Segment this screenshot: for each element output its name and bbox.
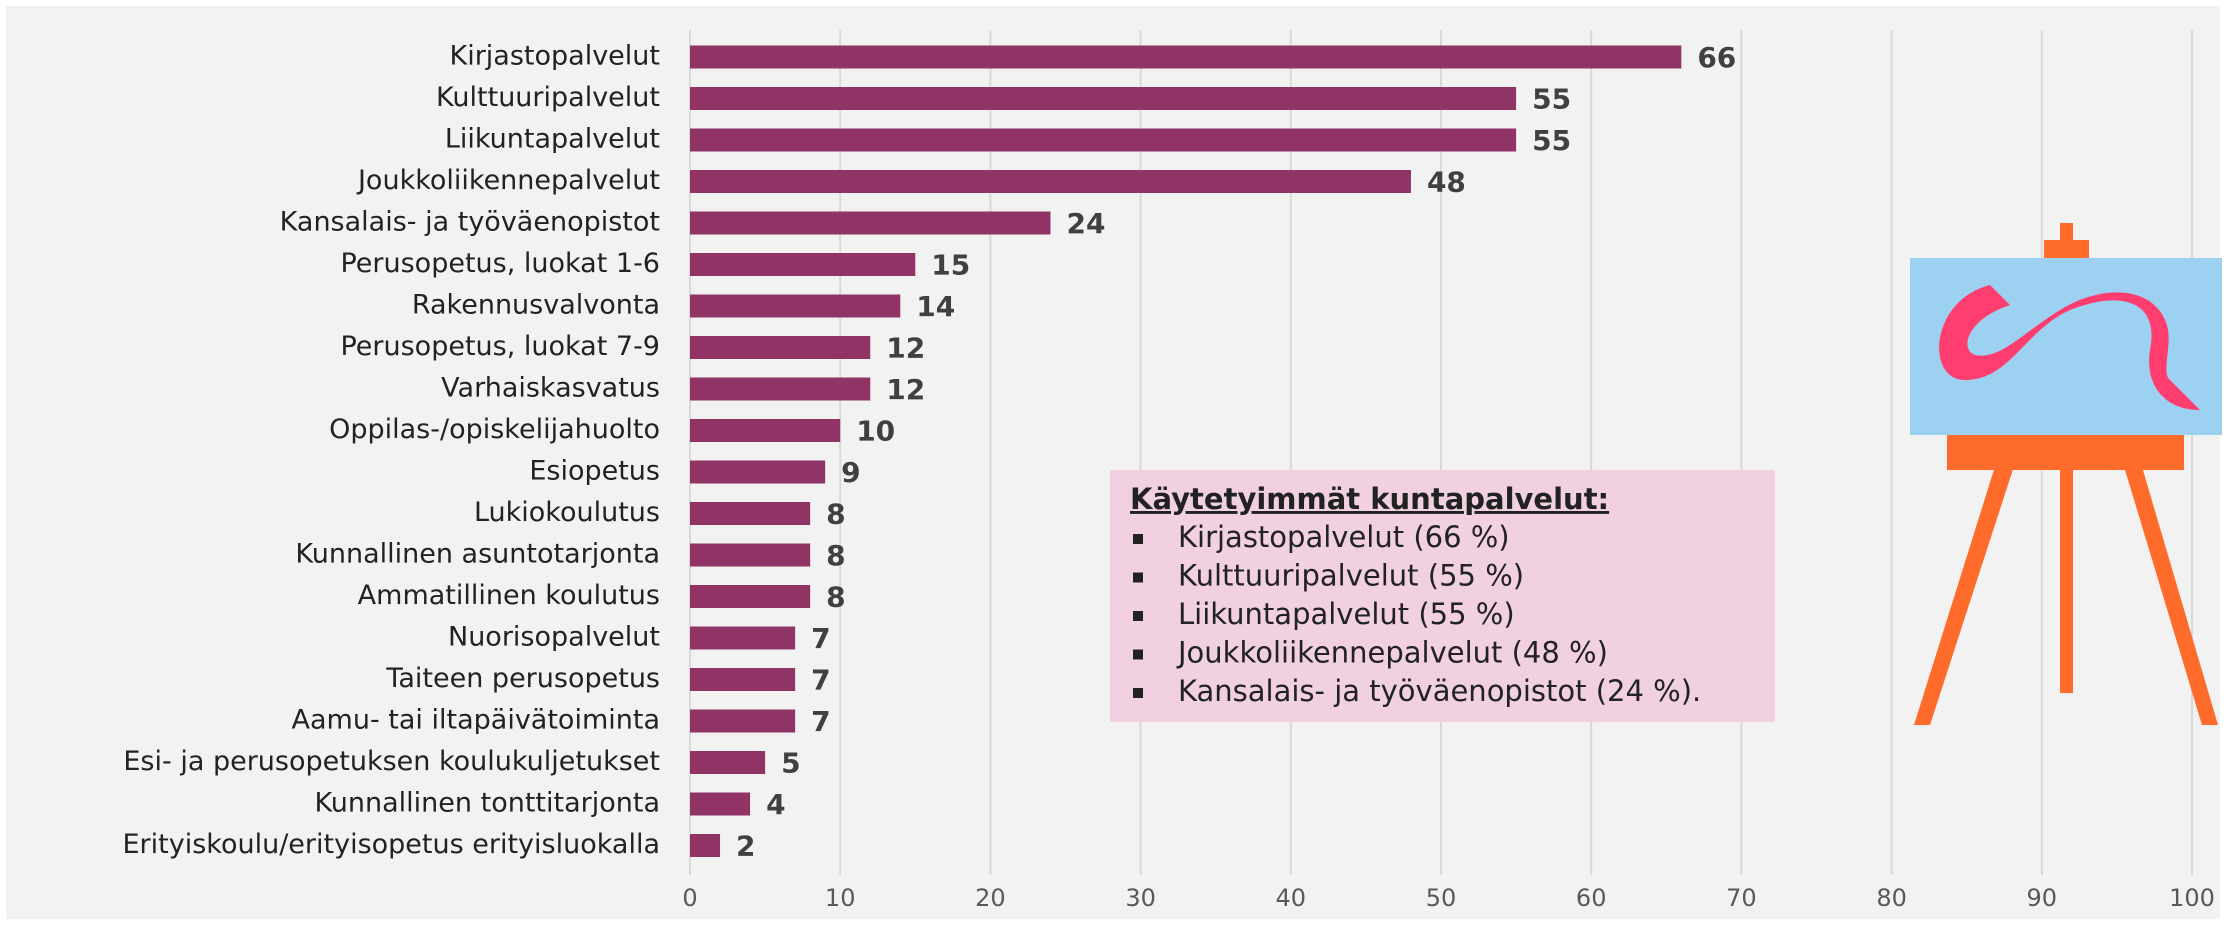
value-label: 14 <box>916 290 955 323</box>
value-label: 55 <box>1532 124 1571 157</box>
x-tick-label: 70 <box>1726 884 1757 912</box>
bullet <box>1133 573 1143 583</box>
y-tick-label: Perusopetus, luokat 7-9 <box>340 331 660 362</box>
x-tick-label: 100 <box>2169 884 2215 912</box>
value-label: 8 <box>826 498 845 531</box>
annotation-item: Joukkoliikennepalvelut (48 %) <box>1176 636 1608 670</box>
value-label: 24 <box>1066 207 1105 240</box>
y-tick-label: Varhaiskasvatus <box>441 373 660 404</box>
y-tick-label: Esiopetus <box>529 456 660 487</box>
annotation-item: Kulttuuripalvelut (55 %) <box>1178 559 1524 593</box>
x-tick-label: 10 <box>825 884 856 912</box>
y-tick-label: Liikuntapalvelut <box>445 124 660 155</box>
annotation-title: Käytetyimmät kuntapalvelut: <box>1130 482 1609 516</box>
y-tick-label: Ammatillinen koulutus <box>358 580 660 611</box>
value-label: 48 <box>1427 166 1466 199</box>
bar <box>690 834 720 857</box>
bullet <box>1133 650 1143 660</box>
value-label: 12 <box>886 332 925 365</box>
bar <box>690 253 915 276</box>
y-tick-label: Taiteen perusopetus <box>385 663 660 694</box>
chart: 0 10 20 30 40 50 60 70 80 90 100 Kirjastopalvelut 66… <box>0 0 2226 925</box>
bar <box>690 585 810 608</box>
bar <box>690 710 795 733</box>
y-tick-label: Nuorisopalvelut <box>448 622 660 653</box>
y-tick-label: Kirjastopalvelut <box>449 41 660 72</box>
page: 0 10 20 30 40 50 60 70 80 90 100 Kirjastopalvelut 66… <box>0 0 2226 925</box>
bar <box>690 461 825 484</box>
value-label: 5 <box>781 747 800 780</box>
y-tick-label: Erityiskoulu/erityisopetus erityisluokal… <box>122 829 660 860</box>
bullet <box>1133 611 1143 621</box>
x-tick-label: 20 <box>975 884 1006 912</box>
x-tick-label: 0 <box>682 884 697 912</box>
value-label: 66 <box>1697 41 1736 74</box>
y-tick-label: Esi- ja perusopetuksen koulukuljetukset <box>123 746 660 777</box>
bar <box>690 378 870 401</box>
value-label: 7 <box>811 622 830 655</box>
bar <box>690 87 1516 110</box>
x-tick-label: 80 <box>1876 884 1907 912</box>
bar <box>690 793 750 816</box>
y-tick-label: Kunnallinen tonttitarjonta <box>314 788 660 819</box>
bar <box>690 46 1681 69</box>
bar <box>690 419 840 442</box>
bar <box>690 170 1411 193</box>
bar <box>690 502 810 525</box>
x-tick-label: 30 <box>1125 884 1156 912</box>
value-label: 4 <box>766 788 785 821</box>
value-label: 7 <box>811 705 830 738</box>
annotation-item: Liikuntapalvelut (55 %) <box>1178 597 1515 631</box>
y-tick-label: Joukkoliikennepalvelut <box>356 165 660 196</box>
value-label: 7 <box>811 664 830 697</box>
y-tick-label: Kansalais- ja työväenopistot <box>280 207 660 238</box>
x-tick-label: 60 <box>1576 884 1607 912</box>
bar <box>690 751 765 774</box>
bar <box>690 336 870 359</box>
y-tick-label: Lukiokoulutus <box>474 497 660 528</box>
bar <box>690 295 900 318</box>
annotation-item: Kirjastopalvelut (66 %) <box>1178 520 1510 554</box>
value-label: 55 <box>1532 83 1571 116</box>
value-label: 8 <box>826 581 845 614</box>
x-tick-label: 90 <box>2027 884 2058 912</box>
value-label: 2 <box>736 830 755 863</box>
x-tick-label: 40 <box>1276 884 1307 912</box>
bar <box>690 212 1050 235</box>
bullet <box>1133 688 1143 698</box>
y-tick-label: Perusopetus, luokat 1-6 <box>340 248 660 279</box>
bullet <box>1133 534 1143 544</box>
y-tick-label: Rakennusvalvonta <box>412 290 660 321</box>
y-tick-label: Kulttuuripalvelut <box>436 82 660 113</box>
value-label: 8 <box>826 539 845 572</box>
y-tick-label: Oppilas-/opiskelijahuolto <box>329 414 660 445</box>
bar <box>690 668 795 691</box>
value-label: 9 <box>841 456 860 489</box>
bar <box>690 627 795 650</box>
value-label: 12 <box>886 373 925 406</box>
annotation-item: Kansalais- ja työväenopistot (24 %). <box>1178 674 1701 708</box>
y-tick-label: Aamu- tai iltapäivätoiminta <box>292 705 660 736</box>
value-label: 15 <box>931 249 970 282</box>
x-tick-label: 50 <box>1426 884 1457 912</box>
y-tick-label: Kunnallinen asuntotarjonta <box>295 539 660 570</box>
bar <box>690 129 1516 152</box>
value-label: 10 <box>856 415 895 448</box>
bar <box>690 544 810 567</box>
